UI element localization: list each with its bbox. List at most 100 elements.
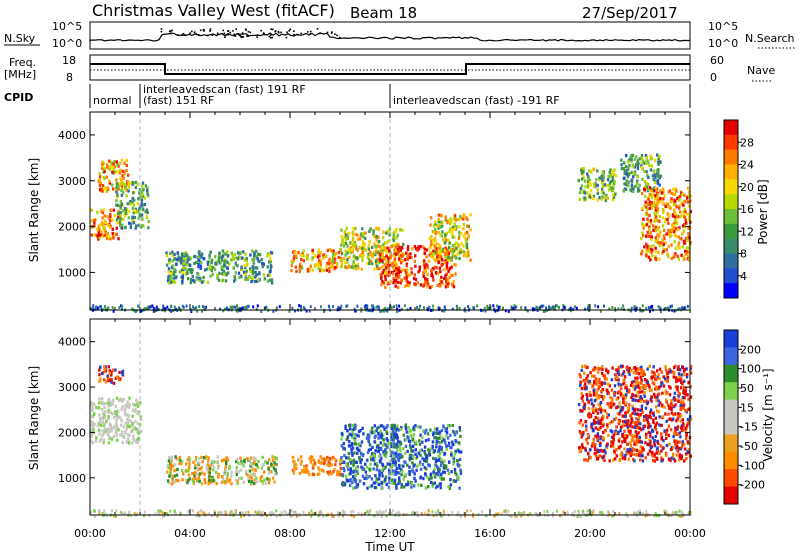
data-cell	[317, 262, 319, 265]
data-cell	[242, 250, 244, 253]
data-cell	[144, 511, 146, 514]
nsky-point	[228, 30, 230, 32]
data-cell	[237, 251, 239, 254]
data-cell	[341, 252, 343, 255]
data-cell	[466, 510, 468, 513]
nsky-point	[161, 31, 163, 33]
data-cell	[687, 200, 689, 203]
data-cell	[392, 454, 394, 457]
data-cell	[671, 229, 673, 232]
data-cell	[284, 510, 286, 513]
data-cell	[310, 265, 312, 268]
data-cell	[112, 403, 114, 406]
data-cell	[111, 171, 113, 174]
data-cell	[270, 462, 272, 465]
data-cell	[122, 218, 124, 221]
data-cell	[687, 305, 689, 308]
data-cell	[120, 189, 122, 192]
data-cell	[658, 184, 660, 187]
data-cell	[308, 512, 310, 515]
data-cell	[420, 283, 422, 286]
data-cell	[104, 214, 106, 217]
data-cell	[352, 231, 354, 234]
data-cell	[141, 199, 143, 202]
data-cell	[360, 452, 362, 455]
nsky-point	[293, 34, 295, 36]
data-cell	[659, 231, 661, 234]
data-cell	[215, 460, 217, 463]
data-cell	[437, 510, 439, 513]
data-cell	[355, 479, 357, 482]
data-cell	[176, 468, 178, 471]
data-cell	[399, 454, 401, 457]
data-cell	[376, 477, 378, 480]
data-cell	[371, 427, 373, 430]
data-cell	[137, 197, 139, 200]
data-cell	[345, 238, 347, 241]
data-cell	[334, 458, 336, 461]
data-cell	[362, 233, 364, 236]
data-cell	[682, 224, 684, 227]
data-cell	[239, 251, 241, 254]
data-cell	[416, 465, 418, 468]
data-cell	[463, 223, 465, 226]
data-cell	[625, 165, 627, 168]
data-cell	[254, 468, 256, 471]
data-cell	[119, 416, 121, 419]
data-cell	[112, 236, 114, 239]
data-cell	[183, 257, 185, 260]
data-cell	[630, 158, 632, 161]
data-cell	[259, 253, 261, 256]
data-cell	[117, 212, 119, 215]
data-cell	[351, 454, 353, 457]
data-cell	[376, 445, 378, 448]
data-cell	[663, 243, 665, 246]
data-cell	[642, 218, 644, 221]
data-cell	[126, 194, 128, 197]
data-cell	[392, 469, 394, 472]
data-cell	[111, 218, 113, 221]
data-cell	[443, 277, 445, 280]
data-cell	[236, 304, 238, 307]
nsky-point	[238, 34, 240, 36]
data-cell	[641, 154, 643, 157]
data-cell	[438, 244, 440, 247]
data-cell	[674, 212, 676, 215]
data-cell	[445, 215, 447, 218]
nsky-point	[170, 30, 172, 32]
data-cell	[578, 403, 580, 406]
data-cell	[396, 425, 398, 428]
data-cell	[672, 418, 674, 421]
data-cell	[432, 240, 434, 243]
data-cell	[423, 259, 425, 262]
data-cell	[121, 227, 123, 230]
nsky-point	[288, 30, 290, 32]
data-cell	[645, 307, 647, 310]
data-cell	[101, 430, 103, 433]
data-cell	[207, 281, 209, 284]
data-cell	[443, 460, 445, 463]
data-cell	[116, 170, 118, 173]
data-cell	[98, 432, 100, 435]
data-cell	[635, 184, 637, 187]
nsky-point	[256, 36, 258, 38]
data-cell	[94, 510, 96, 513]
data-cell	[452, 443, 454, 446]
cpid-segment-normal: normal	[93, 94, 132, 107]
data-cell	[300, 455, 302, 458]
nsky-trace	[90, 33, 690, 42]
data-cell	[393, 239, 395, 242]
data-cell	[209, 275, 211, 278]
data-cell	[631, 179, 633, 182]
data-cell	[440, 214, 442, 217]
data-cell	[264, 460, 266, 463]
data-cell	[386, 242, 388, 245]
data-cell	[415, 441, 417, 444]
data-cell	[401, 268, 403, 271]
data-cell	[626, 169, 628, 172]
data-cell	[347, 466, 349, 469]
data-cell	[614, 384, 616, 387]
data-cell	[113, 382, 115, 385]
data-cell	[435, 432, 437, 435]
date-label: 27/Sep/2017	[582, 4, 678, 22]
